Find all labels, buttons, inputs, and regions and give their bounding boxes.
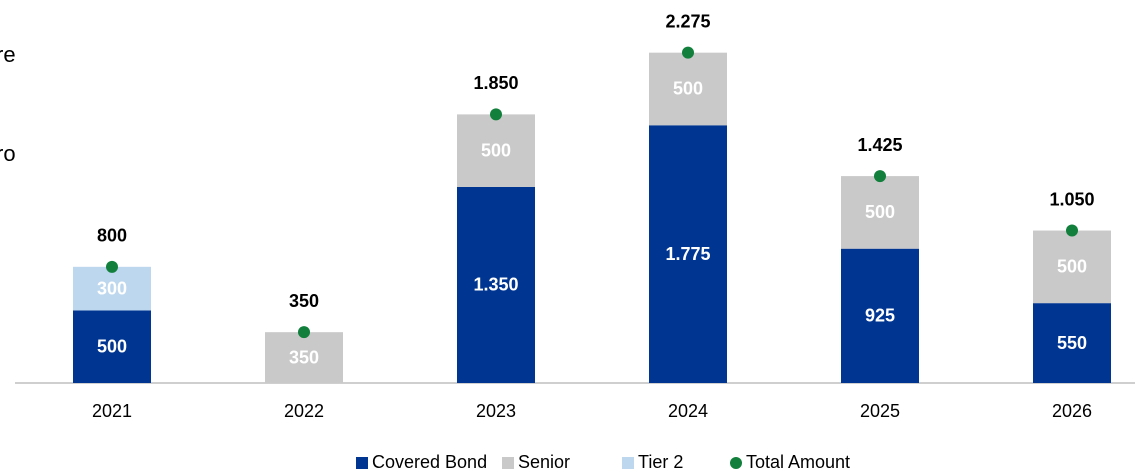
bar-segment	[649, 125, 727, 384]
bar-label: 500	[481, 140, 511, 160]
bar-label: 500	[865, 202, 895, 222]
bar-label: 500	[673, 79, 703, 99]
total-dot	[682, 46, 694, 59]
total-dot	[298, 326, 310, 339]
bar-label: 500	[1057, 257, 1087, 277]
legend-marker	[622, 457, 634, 469]
bar-label: 925	[865, 306, 895, 326]
bar-label: 1.775	[665, 244, 710, 264]
legend-label: Covered Bond	[372, 452, 487, 472]
total-label: 1.425	[857, 135, 902, 155]
bar-segment	[841, 176, 919, 249]
total-label: 1.050	[1049, 189, 1094, 209]
bar-segment	[1033, 303, 1111, 383]
bar-segment	[73, 266, 151, 311]
total-dot	[874, 170, 886, 183]
bar-segment	[457, 186, 535, 383]
bar-segment	[1033, 230, 1111, 304]
total-label: 350	[289, 291, 319, 311]
x-tick-label: 2023	[476, 401, 516, 421]
legend-marker	[730, 457, 742, 469]
legend-label: Tier 2	[638, 452, 683, 472]
x-tick-label: 2021	[92, 401, 132, 421]
legend-label: Total Amount	[746, 452, 850, 472]
bar-segment	[265, 332, 343, 383]
bar-label: 300	[97, 278, 127, 298]
legend-label: Senior	[518, 452, 570, 472]
annotation: re	[0, 42, 16, 67]
x-tick-label: 2025	[860, 401, 900, 421]
total-dot	[1066, 224, 1078, 237]
legend-marker	[356, 457, 368, 469]
total-label: 1.850	[473, 73, 518, 93]
total-dot	[490, 108, 502, 121]
bar-segment	[841, 248, 919, 383]
bar-segment	[649, 52, 727, 126]
bar-label: 500	[97, 336, 127, 356]
annotation: ro	[0, 141, 16, 166]
bar-segment	[73, 310, 151, 383]
bar-segment	[457, 114, 535, 187]
total-dot	[106, 260, 118, 273]
legend-marker	[502, 457, 514, 469]
bar-label: 1.350	[473, 275, 518, 295]
x-tick-label: 2026	[1052, 401, 1092, 421]
total-label: 800	[97, 226, 127, 246]
bar-label: 350	[289, 347, 319, 367]
bar-label: 550	[1057, 333, 1087, 353]
x-tick-label: 2022	[284, 401, 324, 421]
x-tick-label: 2024	[668, 401, 708, 421]
total-label: 2.275	[665, 11, 710, 31]
